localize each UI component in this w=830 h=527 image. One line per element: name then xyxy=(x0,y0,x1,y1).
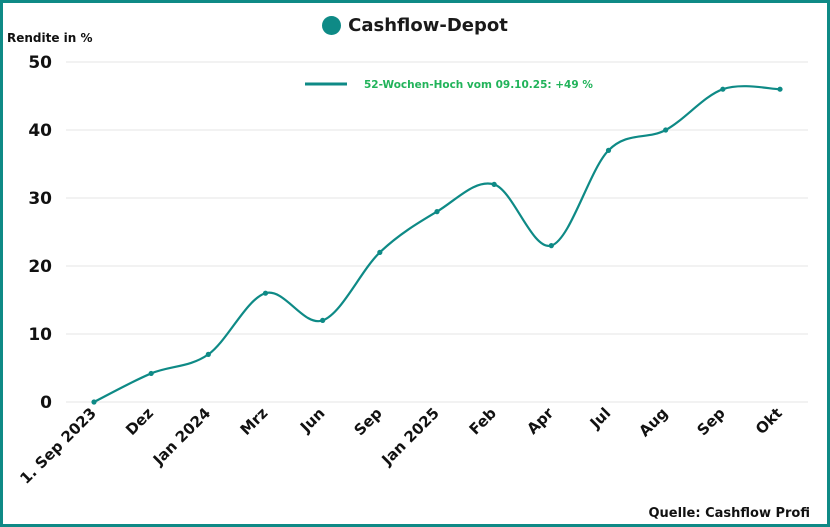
x-tick-label: Jan 2024 xyxy=(149,404,214,469)
series-line xyxy=(93,85,781,403)
chart-title-text: Cashflow-Depot xyxy=(348,15,508,36)
y-tick-label: 40 xyxy=(28,121,52,141)
x-tick-label: Jan 2025 xyxy=(378,404,443,469)
data-point-5 xyxy=(377,249,383,255)
x-tick-label: Sep xyxy=(351,404,386,439)
x-tick-label: Apr xyxy=(523,404,557,438)
x-tick-label: Dez xyxy=(122,404,157,439)
y-tick-label: 50 xyxy=(28,53,52,73)
data-point-7 xyxy=(491,181,497,187)
data-point-3 xyxy=(262,290,269,296)
data-point-6 xyxy=(434,209,440,215)
y-tick-label: 20 xyxy=(28,257,52,277)
x-tick-label: Jun xyxy=(296,404,328,436)
y-tick-label: 0 xyxy=(40,393,52,413)
data-point-4 xyxy=(320,317,326,323)
chart-title: Cashflow-Depot xyxy=(0,15,830,36)
x-tick-label: Aug xyxy=(635,404,671,440)
source-note: Quelle: Cashflow Profi xyxy=(648,506,811,521)
x-tick-label: Feb xyxy=(466,404,501,439)
legend-label: 52-Wochen-Hoch vom 09.10.25: +49 % xyxy=(364,79,593,91)
data-point-0 xyxy=(91,399,97,405)
x-tick-label: Jul xyxy=(586,404,615,433)
y-axis-label: Rendite in % xyxy=(7,31,93,45)
x-tick-label: Okt xyxy=(752,404,786,438)
data-point-12 xyxy=(777,86,783,92)
x-tick-label: Sep xyxy=(694,404,729,439)
data-point-2 xyxy=(205,351,211,357)
title-dot-icon xyxy=(322,16,342,35)
data-point-1 xyxy=(148,370,154,377)
x-tick-label: 1. Sep 2023 xyxy=(16,404,99,487)
data-point-10 xyxy=(663,127,669,133)
data-point-8 xyxy=(548,243,554,249)
x-tick-label: Mrz xyxy=(237,404,272,439)
data-point-11 xyxy=(720,86,726,92)
y-tick-label: 30 xyxy=(28,189,52,209)
y-tick-label: 10 xyxy=(28,325,52,345)
data-point-9 xyxy=(605,147,612,153)
